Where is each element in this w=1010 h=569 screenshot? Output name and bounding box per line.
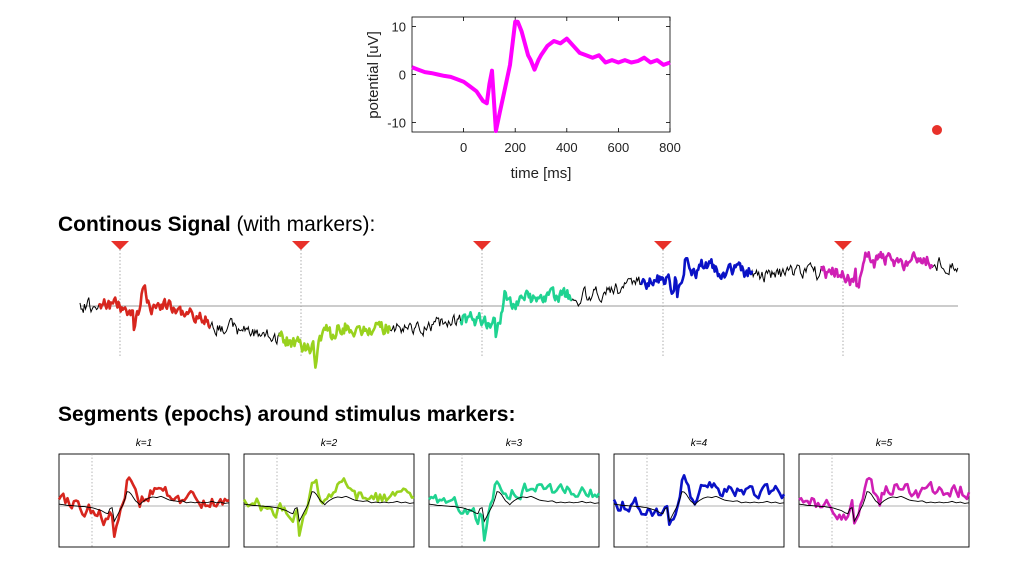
segment-title: k=1 — [136, 438, 152, 449]
segments-row: k=1 k=2 k=3 k=4 k=5 — [57, 438, 971, 548]
stimulus-marker — [473, 241, 491, 250]
segments-heading-bold: Segments (epochs) around stimulus marker… — [58, 403, 516, 426]
segment-panel-2: k=2 — [242, 438, 415, 548]
segment-panel-1: k=1 — [57, 438, 230, 548]
erp-xtick-label: 0 — [460, 140, 467, 155]
erp-xtick-label: 800 — [659, 140, 681, 155]
erp-xtick-label: 400 — [556, 140, 578, 155]
stimulus-marker — [292, 241, 310, 250]
stimulus-marker — [834, 241, 852, 250]
stimulus-marker — [654, 241, 672, 250]
segment-panel-4: k=4 — [612, 438, 786, 548]
segment-mean-trace — [428, 491, 600, 523]
continuous-epoch-trace — [97, 284, 211, 332]
erp-xtick-label: 600 — [608, 140, 630, 155]
segment-epoch-trace — [242, 477, 415, 537]
erp-ytick-label: -10 — [387, 115, 406, 130]
stimulus-marker — [111, 241, 129, 250]
erp-chart: 0 200 400 600 800 -10 0 10 time [ms] potential … — [365, 16, 681, 182]
erp-ytick-label: 10 — [392, 20, 406, 35]
continuous-heading-normal: (with markers): — [230, 213, 376, 236]
continuous-signal — [79, 241, 959, 369]
continuous-signal-heading: Continous Signal (with markers): — [58, 213, 375, 237]
segment-panel-5: k=5 — [798, 438, 971, 548]
segment-epoch-trace — [798, 476, 971, 525]
continuous-epoch-trace — [639, 257, 754, 299]
erp-ylabel: potential [uV] — [365, 31, 382, 119]
segment-mean-trace — [613, 491, 785, 523]
erp-series-line — [411, 19, 671, 133]
erp-xlabel: time [ms] — [511, 165, 572, 182]
erp-xtick-label: 200 — [504, 140, 526, 155]
segment-title: k=5 — [876, 438, 893, 449]
segment-mean-trace — [798, 491, 970, 523]
segment-mean-trace — [243, 491, 415, 523]
continuous-epoch-trace — [277, 320, 392, 369]
segment-title: k=3 — [506, 438, 523, 449]
continuous-epoch-trace — [459, 286, 573, 339]
segment-mean-trace — [58, 491, 230, 523]
continuous-trace-black — [79, 251, 959, 368]
continuous-epoch-trace — [820, 250, 934, 289]
segment-epoch-trace — [612, 474, 786, 526]
segment-title: k=2 — [321, 438, 338, 449]
segment-title: k=4 — [691, 438, 708, 449]
red-dot — [932, 125, 942, 135]
segment-panel-3: k=3 — [428, 438, 601, 548]
continuous-heading-bold: Continous Signal — [58, 213, 231, 236]
erp-ytick-label: 0 — [399, 68, 406, 83]
erp-plot-frame — [411, 16, 671, 133]
segments-heading: Segments (epochs) around stimulus marker… — [58, 403, 515, 427]
